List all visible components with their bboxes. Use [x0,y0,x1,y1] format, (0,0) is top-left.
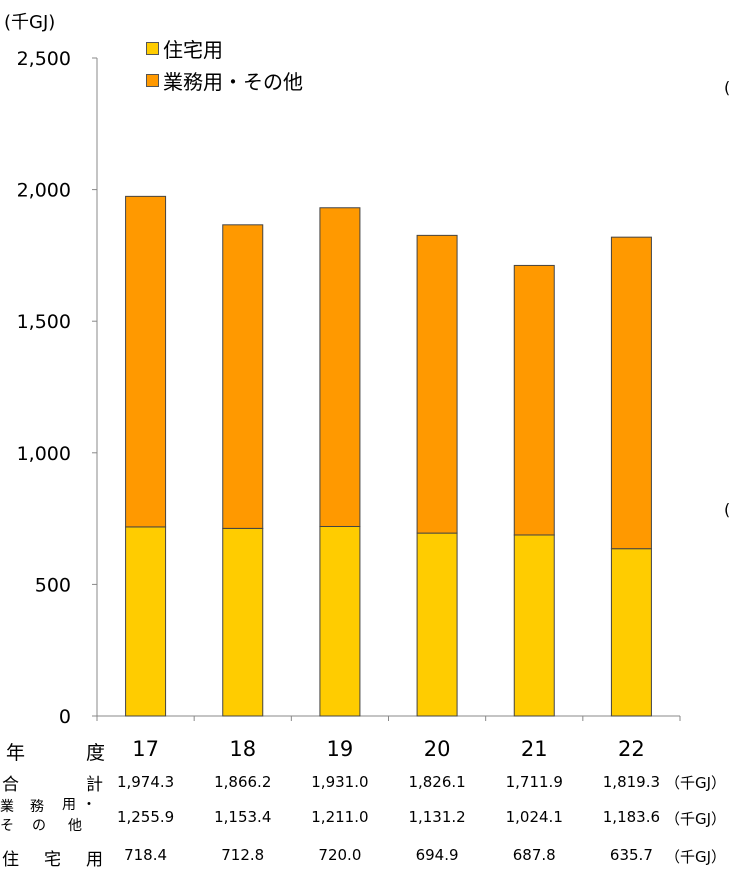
table-unit-business: （千GJ） [665,810,727,828]
table-cell-residential: 635.7 [609,846,653,864]
table-header-total-2: 計 [86,775,103,795]
bar-business [222,224,264,529]
bar-residential [125,526,167,717]
table-cell-residential: 712.8 [221,846,265,864]
y-tick-label: 2,000 [17,180,71,202]
table-header-business-2: 務 [30,799,44,815]
side-mark-top: ( [724,78,731,97]
legend-label-business: 業務用・その他 [163,70,303,94]
legend-item-business: 業務用・その他 [146,66,303,95]
table-header-business-3: 用 [62,797,76,813]
table-header-business-1: 業 [0,799,14,815]
table-cell-business: 1,183.6 [602,808,661,826]
table-header-business-4: ・ [82,797,96,813]
bar-residential [416,532,458,717]
table-cell-business: 1,211.0 [311,808,369,826]
table-cell-total: 1,711.9 [505,773,563,791]
y-tick-label: 1,500 [17,311,71,333]
bar-residential [513,534,555,717]
side-mark-bottom: ( [724,500,731,519]
y-tick-label: 500 [35,574,71,596]
bar-business [416,234,458,534]
legend-item-residential: 住宅用 [146,34,223,63]
x-category-label: 22 [618,737,645,761]
x-category-label: 21 [521,737,548,761]
table-header-residential-1: 住 [2,850,19,870]
table-cell-total: 1,974.3 [116,773,175,791]
table-header-year-1: 年 [6,742,26,764]
table-header-business-5: そ [0,818,14,834]
table-cell-residential: 718.4 [124,846,168,864]
y-tick-label: 1,000 [17,443,71,465]
table-header-business-6: の [32,818,46,834]
table-header-business-7: 他 [68,818,82,834]
legend-label-residential: 住宅用 [163,38,223,62]
x-category-label: 18 [229,737,256,761]
table-cell-total: 1,931.0 [311,773,369,791]
x-category-label: 17 [132,737,159,761]
table-cell-residential: 720.0 [318,846,362,864]
table-header-residential-3: 用 [86,850,103,870]
x-category-label: 19 [327,737,354,761]
table-unit-total: （千GJ） [665,774,727,792]
table-unit-residential: （千GJ） [665,848,727,866]
table-header-year-2: 度 [86,742,106,764]
table-cell-business: 1,024.1 [505,808,563,826]
table-cell-business: 1,255.9 [116,808,175,826]
legend-swatch-residential [146,42,159,55]
table-header-total-1: 合 [2,775,19,795]
bar-residential [319,525,361,717]
bar-business [513,264,555,536]
table-cell-total: 1,826.1 [408,773,466,791]
table-cell-business: 1,153.4 [214,808,272,826]
table-cell-total: 1,866.2 [214,773,272,791]
y-tick-label: 2,500 [17,48,71,70]
legend-swatch-business [146,74,159,87]
table-header-residential-2: 宅 [44,850,61,870]
bar-business [319,207,361,527]
bar-business [125,195,167,528]
bar-residential [222,527,264,717]
table-cell-total: 1,819.3 [602,773,661,791]
table-cell-residential: 694.9 [415,846,459,864]
bar-residential [610,548,652,717]
y-tick-label: 0 [59,706,71,728]
y-axis-unit-label: (千GJ) [4,12,56,33]
x-category-label: 20 [424,737,451,761]
table-cell-residential: 687.8 [512,846,556,864]
table-cell-business: 1,131.2 [408,808,466,826]
bar-business [610,236,652,550]
